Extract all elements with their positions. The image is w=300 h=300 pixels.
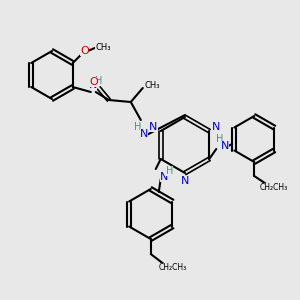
Text: H: H	[95, 76, 103, 86]
Text: H: H	[166, 166, 173, 176]
Text: H: H	[216, 134, 223, 144]
Text: N: N	[181, 176, 189, 186]
Text: N: N	[149, 122, 158, 132]
Text: N: N	[221, 141, 230, 151]
Text: O: O	[80, 46, 89, 56]
Text: N: N	[88, 80, 97, 90]
Text: N: N	[212, 122, 221, 132]
Text: H: H	[134, 122, 142, 132]
Text: CH₃: CH₃	[95, 43, 110, 52]
Text: N: N	[140, 129, 148, 139]
Text: O: O	[89, 77, 98, 87]
Text: CH₂CH₃: CH₂CH₃	[260, 182, 288, 191]
Text: N: N	[160, 172, 168, 182]
Text: CH₃: CH₃	[144, 80, 160, 89]
Text: CH₂CH₃: CH₂CH₃	[159, 262, 187, 272]
